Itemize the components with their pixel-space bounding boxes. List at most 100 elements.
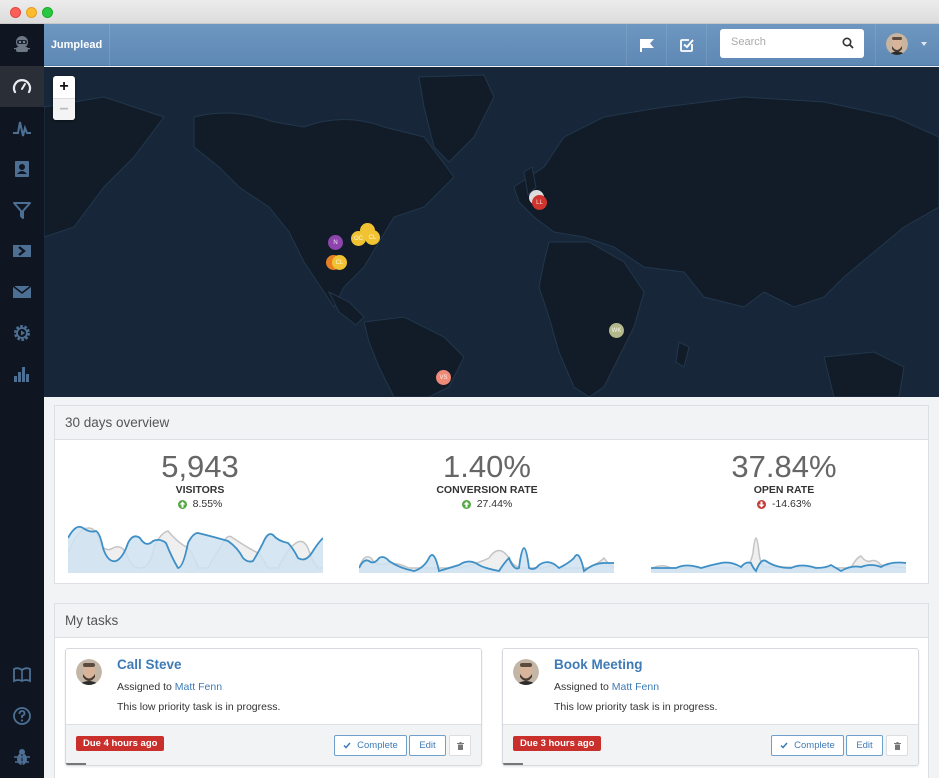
map-marker[interactable]: CL [365,230,380,245]
zoom-out-button[interactable]: − [53,98,75,120]
user-avatar[interactable] [886,33,908,55]
search-input[interactable] [731,36,831,48]
arrow-up-circle-icon [461,499,471,509]
navbar-divider [706,24,707,66]
conversion-sparkline[interactable] [359,523,614,573]
task-footer: Due 3 hours ago Complete Edit [503,724,918,765]
envelope-icon [12,284,32,298]
assignee-avatar [513,659,539,685]
notifications-button[interactable] [626,24,666,66]
delete-button[interactable] [449,735,471,756]
bug-icon [14,748,30,765]
sidebar-item-dashboard[interactable] [0,66,44,107]
sidebar-item-help[interactable] [0,695,44,736]
complete-button[interactable]: Complete [771,735,844,756]
bar-chart-icon [14,366,29,382]
top-navbar: Jumplead [44,24,939,66]
open-rate-sparkline[interactable] [651,523,906,573]
chevron-down-icon[interactable] [921,42,927,46]
assignee-link[interactable]: Matt Fenn [611,681,660,693]
task-assignment: Assigned to Matt Fenn [554,681,660,693]
complete-button[interactable]: Complete [334,735,407,756]
sidebar-item-reports[interactable] [0,353,44,394]
chevron-tag-icon [13,244,31,257]
task-title[interactable]: Call Steve [117,657,182,672]
map-marker[interactable]: N [328,235,343,250]
tasks-button[interactable] [666,24,706,66]
search-box[interactable] [720,29,864,58]
funnel-icon [13,201,31,219]
sidebar-item-activity[interactable] [0,107,44,148]
overview-panel: 30 days overview 5,943 VISITORS 8.55% 1.… [54,405,929,584]
zoom-window-button[interactable] [42,7,53,18]
task-footer: Due 4 hours ago Complete Edit [66,724,481,765]
arrow-down-circle-icon [756,499,766,509]
trash-icon [893,741,901,750]
stat-label: CONVERSION RATE [436,484,538,496]
tasks-panel: My tasks Call Steve Assigned to Matt Fen… [54,603,929,778]
task-assignment: Assigned to Matt Fenn [117,681,223,693]
robot-logo-icon[interactable] [0,24,44,66]
brand-name[interactable]: Jumplead [44,24,110,66]
edit-button[interactable]: Edit [409,735,446,756]
due-badge: Due 4 hours ago [76,736,165,751]
pulse-icon [13,121,31,136]
visitors-sparkline[interactable] [68,523,323,573]
stat-conversion-rate: 1.40% CONVERSION RATE 27.44% [342,449,632,511]
sidebar-item-docs[interactable] [0,654,44,695]
sidebar-item-contacts[interactable] [0,148,44,189]
sidebar-item-automation[interactable] [0,230,44,271]
sidebar-item-bug-report[interactable] [0,736,44,777]
check-icon [343,742,351,749]
question-icon [13,706,31,725]
close-window-button[interactable] [10,7,21,18]
task-card: Call Steve Assigned to Matt Fenn This lo… [65,648,482,766]
map-land-shapes [44,74,939,397]
map-marker[interactable]: VS [436,370,451,385]
map-marker[interactable]: LL [532,195,547,210]
stat-value: 5,943 [161,449,239,484]
tasks-title: My tasks [55,604,928,638]
sidebar-item-settings[interactable] [0,312,44,353]
delete-button[interactable] [886,735,908,756]
task-progress-bar [66,763,86,765]
window-titlebar [0,0,939,24]
check-square-icon [679,39,694,52]
task-card: Book Meeting Assigned to Matt Fenn This … [502,648,919,766]
book-icon [13,666,31,682]
task-title[interactable]: Book Meeting [554,657,643,672]
contact-card-icon [15,160,29,177]
stat-change: 27.44% [342,498,632,510]
stat-change: 8.55% [55,498,345,510]
stat-label: VISITORS [175,484,225,496]
stat-value: 1.40% [443,449,531,484]
stat-open-rate: 37.84% OPEN RATE -14.63% [639,449,929,511]
due-badge: Due 3 hours ago [513,736,602,751]
speedometer-icon [12,78,32,93]
search-icon[interactable] [842,37,854,49]
stat-visitors: 5,943 VISITORS 8.55% [55,449,345,511]
arrow-up-circle-icon [177,499,187,509]
sidebar [0,24,44,778]
stat-value: 37.84% [731,449,837,484]
navbar-divider [875,24,876,66]
sidebar-item-email[interactable] [0,271,44,312]
world-map[interactable]: + − N OC CL CL LL WK VS [44,67,939,397]
flag-icon [639,39,654,52]
assignee-avatar [76,659,102,685]
map-marker[interactable]: WK [609,323,624,338]
task-description: This low priority task is in progress. [117,701,281,713]
edit-button[interactable]: Edit [846,735,883,756]
zoom-in-button[interactable]: + [59,78,69,95]
stat-change: -14.63% [639,498,929,510]
minimize-window-button[interactable] [26,7,37,18]
stat-label: OPEN RATE [753,484,815,496]
trash-icon [456,741,464,750]
task-progress-bar [503,763,523,765]
map-marker[interactable]: CL [332,255,347,270]
overview-title: 30 days overview [55,406,928,440]
sidebar-item-funnel[interactable] [0,189,44,230]
check-icon [780,742,788,749]
assignee-link[interactable]: Matt Fenn [174,681,223,693]
